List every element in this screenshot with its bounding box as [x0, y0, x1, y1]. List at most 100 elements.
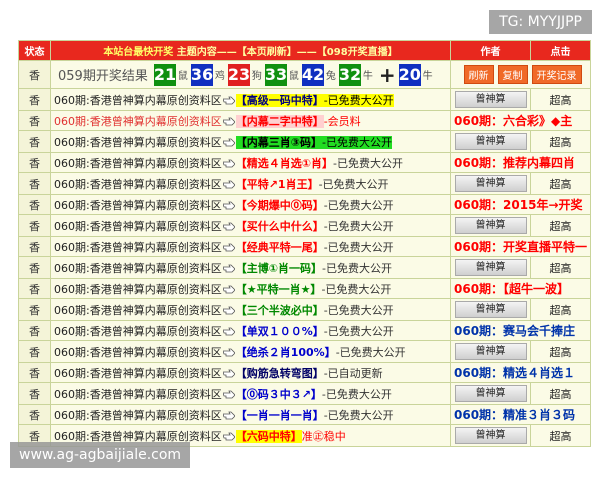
- topic-cell: 060期:香港曾神算内幕原创资料区 【内幕三肖③码】-已免费大公开: [50, 130, 451, 153]
- header-row: 状态 本站台最快开奖 主题内容——【本页刷新】——【098开奖直播】 作者 点击: [18, 40, 591, 61]
- ball: 20: [398, 63, 421, 86]
- topic-cell: 060期:香港曾神算内幕原创资料区 【内幕二字中特】-会员料: [50, 110, 451, 131]
- action-button[interactable]: 开奖记录: [531, 65, 582, 84]
- ball: 32: [338, 63, 362, 86]
- topic-issue[interactable]: 060期:香港曾神算内幕原创资料区: [54, 156, 222, 170]
- author-button[interactable]: 曾神算: [454, 91, 527, 108]
- author-button[interactable]: 曾神算: [454, 217, 527, 234]
- watermark-bottom: www.ag-agbaijiale.com: [10, 442, 191, 468]
- hand-icon: [222, 222, 235, 231]
- zodiac: 牛: [362, 71, 373, 82]
- header-status: 状态: [18, 40, 51, 61]
- ball: 21: [153, 63, 177, 86]
- zodiac: 鼠: [288, 71, 299, 82]
- topic-issue[interactable]: 060期:香港曾神算内幕原创资料区: [54, 240, 222, 254]
- topic-issue[interactable]: 060期:香港曾神算内幕原创资料区: [54, 303, 222, 317]
- hand-icon: [222, 264, 235, 273]
- topic-issue[interactable]: 060期:香港曾神算内幕原创资料区: [54, 177, 222, 191]
- hand-icon: [222, 369, 235, 378]
- author-button[interactable]: 曾神算: [454, 301, 527, 318]
- topic-issue[interactable]: 060期:香港曾神算内幕原创资料区: [54, 219, 222, 233]
- clicks: 超高: [530, 256, 591, 279]
- topic-row: 香 060期:香港曾神算内幕原创资料区 【三个半波必中】-已免费大公开 曾神算 超高: [18, 298, 591, 321]
- topic-suffix: -已免费大公开: [323, 408, 394, 422]
- author: 曾神算: [450, 88, 531, 111]
- status: 香: [18, 172, 51, 195]
- topic-cell: 060期:香港曾神算内幕原创资料区 【平特↗1肖王】-已免费大公开: [50, 172, 451, 195]
- topic-issue[interactable]: 060期:香港曾神算内幕原创资料区: [54, 345, 222, 359]
- status: 香: [18, 256, 51, 279]
- topic-cell: 060期:香港曾神算内幕原创资料区 【六码中特】准㊣稳中: [50, 424, 451, 447]
- topic-issue[interactable]: 060期:香港曾神算内幕原创资料区: [54, 198, 222, 212]
- result-label: 059期开奖结果: [58, 69, 148, 84]
- author-button[interactable]: 曾神算: [454, 175, 527, 192]
- status: 香: [18, 152, 51, 173]
- side-note: 060期：六合彩》◆主: [450, 110, 591, 131]
- topic-row: 香 060期:香港曾神算内幕原创资料区 【内幕三肖③码】-已免费大公开 曾神算 超高: [18, 130, 591, 153]
- topic-row: 香 060期:香港曾神算内幕原创资料区 【购筋急转弯图】-已自动更新 060期：精选４…: [18, 362, 591, 383]
- status: 香: [18, 130, 51, 153]
- topic-row: 香 060期:香港曾神算内幕原创资料区 【高级一码中特】-已免费大公开 曾神算 超高: [18, 88, 591, 111]
- topic-issue[interactable]: 060期:香港曾神算内幕原创资料区: [54, 324, 222, 338]
- topic-issue[interactable]: 060期:香港曾神算内幕原创资料区: [54, 261, 222, 275]
- topic-tag: 【精选４肖选①肖】: [235, 156, 334, 170]
- topic-suffix: -已免费大公开: [323, 240, 394, 254]
- topic-row: 香 060期:香港曾神算内幕原创资料区 【买什么中什么】-已免费大公开 曾神算 超高: [18, 214, 591, 237]
- topic-issue[interactable]: 060期:香港曾神算内幕原创资料区: [54, 282, 222, 296]
- topic-row: 香 060期:香港曾神算内幕原创资料区 【经典平特一尾】-已免费大公开 060期：开奖…: [18, 236, 591, 257]
- status: 香: [18, 320, 51, 341]
- author: 曾神算: [450, 130, 531, 153]
- topic-table: 状态 本站台最快开奖 主题内容——【本页刷新】——【098开奖直播】 作者 点击…: [18, 40, 591, 447]
- status: 香: [18, 382, 51, 405]
- side-note: 060期：开奖直播平特一: [450, 236, 591, 257]
- status: 香: [18, 278, 51, 299]
- author-button[interactable]: 曾神算: [454, 343, 527, 360]
- topic-cell: 060期:香港曾神算内幕原创资料区 【一肖一肖一肖】-已免费大公开: [50, 404, 451, 425]
- topic-issue[interactable]: 060期:香港曾神算内幕原创资料区: [54, 429, 222, 443]
- topic-row: 香 060期:香港曾神算内幕原创资料区 【今期爆中⓪码】-已免费大公开 060期：20…: [18, 194, 591, 215]
- header-title: 本站台最快开奖 主题内容——【本页刷新】——【098开奖直播】: [50, 40, 451, 61]
- topic-issue[interactable]: 060期:香港曾神算内幕原创资料区: [54, 93, 222, 107]
- hand-icon: [222, 411, 235, 420]
- topic-cell: 060期:香港曾神算内幕原创资料区 【购筋急转弯图】-已自动更新: [50, 362, 451, 383]
- hand-icon: [222, 390, 235, 399]
- action-button[interactable]: 复制: [497, 65, 528, 84]
- hand-icon: [222, 96, 235, 105]
- author-button[interactable]: 曾神算: [454, 385, 527, 402]
- author-button[interactable]: 曾神算: [454, 259, 527, 276]
- topic-cell: 060期:香港曾神算内幕原创资料区 【★平特一肖★】-已免费大公开: [50, 278, 451, 299]
- action-button[interactable]: 刷新: [463, 65, 494, 84]
- topic-row: 香 060期:香港曾神算内幕原创资料区 【内幕二字中特】-会员料 060期：六合彩》◆…: [18, 110, 591, 131]
- author: 曾神算: [450, 172, 531, 195]
- side-note: 060期：精选４肖选１: [450, 362, 591, 383]
- topic-cell: 060期:香港曾神算内幕原创资料区 【单双１００%】-已免费大公开: [50, 320, 451, 341]
- topic-issue[interactable]: 060期:香港曾神算内幕原创资料区: [54, 366, 222, 380]
- zodiac: 牛: [422, 71, 433, 82]
- topic-suffix: -已免费大公开: [323, 93, 394, 107]
- topic-cell: 060期:香港曾神算内幕原创资料区 【三个半波必中】-已免费大公开: [50, 298, 451, 321]
- topic-issue[interactable]: 060期:香港曾神算内幕原创资料区: [54, 387, 222, 401]
- topic-cell: 060期:香港曾神算内幕原创资料区 【⓪码３中３↗】-已免费大公开: [50, 382, 451, 405]
- topic-issue[interactable]: 060期:香港曾神算内幕原创资料区: [54, 114, 222, 128]
- author: 曾神算: [450, 256, 531, 279]
- topic-cell: 060期:香港曾神算内幕原创资料区 【经典平特一尾】-已免费大公开: [50, 236, 451, 257]
- topic-tag: 【六码中特】: [235, 429, 302, 443]
- topic-row: 香 060期:香港曾神算内幕原创资料区 【六码中特】准㊣稳中 曾神算 超高: [18, 424, 591, 447]
- topic-suffix: -已免费大公开: [322, 261, 393, 275]
- topic-tag: 【⓪码３中３↗】: [235, 387, 322, 401]
- author-button[interactable]: 曾神算: [454, 427, 527, 444]
- topic-tag: 【一肖一肖一肖】: [235, 408, 324, 422]
- topic-issue[interactable]: 060期:香港曾神算内幕原创资料区: [54, 135, 222, 149]
- topic-tag: 【今期爆中⓪码】: [235, 198, 324, 212]
- topic-cell: 060期:香港曾神算内幕原创资料区 【高级一码中特】-已免费大公开: [50, 88, 451, 111]
- topic-tag: 【经典平特一尾】: [235, 240, 324, 254]
- author: 曾神算: [450, 424, 531, 447]
- topic-suffix: -已免费大公开: [322, 135, 393, 149]
- clicks: 超高: [530, 424, 591, 447]
- header-title-b[interactable]: 主题内容——【本页刷新】——【098开奖直播】: [176, 47, 398, 58]
- author-button[interactable]: 曾神算: [454, 133, 527, 150]
- topic-issue[interactable]: 060期:香港曾神算内幕原创资料区: [54, 408, 222, 422]
- status: 香: [18, 236, 51, 257]
- topic-suffix: -已免费大公开: [323, 324, 394, 338]
- hand-icon: [222, 138, 235, 147]
